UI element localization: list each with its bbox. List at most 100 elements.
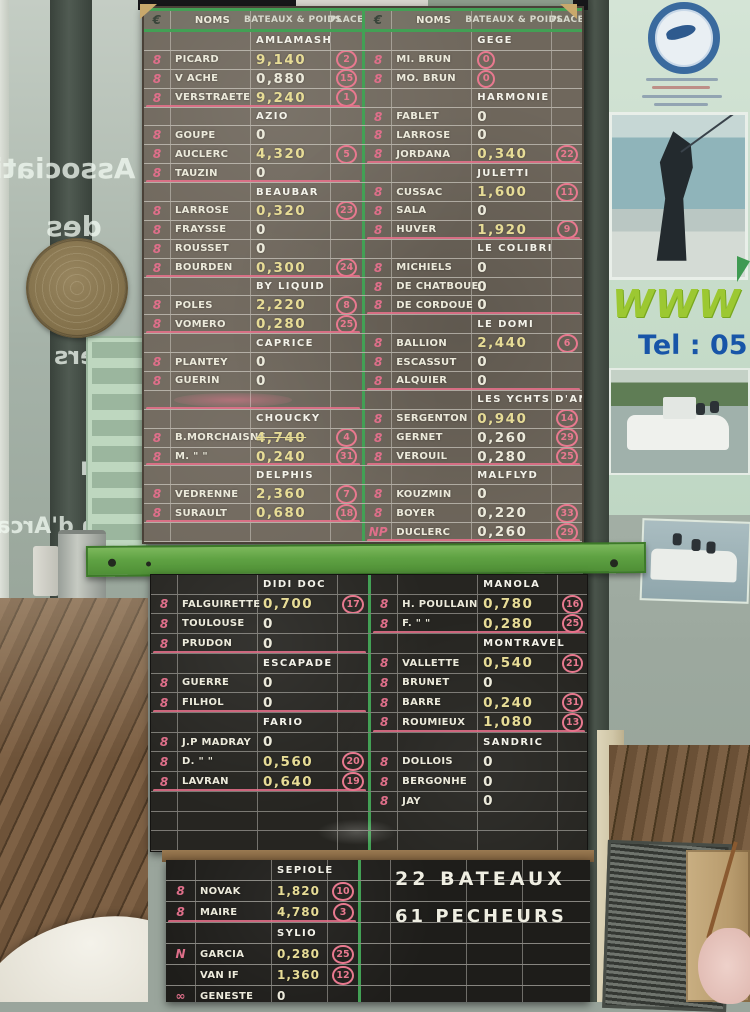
weight-cell: 0 — [251, 239, 331, 258]
place-cell — [331, 372, 362, 390]
place-badge: 29 — [556, 428, 578, 447]
place-cell — [552, 296, 582, 314]
boat-name: HARMONIE — [477, 92, 550, 104]
header-bateaux-poids: BATEAUX & POIDS — [244, 11, 342, 29]
row-marker: 8 — [365, 126, 393, 145]
table-row: 8 LAVRAN 0,640 19 8 BERGONHE 0 — [151, 772, 587, 792]
weight-cell: 0,240 — [251, 447, 331, 466]
weight-cell: 0 — [251, 164, 331, 183]
person-figure — [706, 541, 716, 554]
entry-name: BRUNET — [398, 673, 479, 693]
poster-text-line — [642, 95, 722, 98]
entry-name — [171, 277, 251, 296]
row-marker — [361, 881, 392, 901]
entry-name — [391, 860, 468, 880]
place-badge: 18 — [335, 504, 358, 523]
place-badge: 17 — [342, 594, 364, 614]
weight-cell: 9,240 — [251, 88, 331, 107]
row-right-half: LES YCHTS D'ANGE — [365, 390, 582, 409]
boat-name: CHOUCKY — [256, 413, 321, 425]
place-cell — [552, 202, 582, 220]
weight-cell: 0 — [251, 353, 331, 372]
weight-cell — [258, 831, 338, 851]
row-right-half — [361, 902, 590, 922]
place-badge: 29 — [556, 523, 578, 542]
row-left-half: ∞ GENESTE 0 — [166, 986, 362, 1002]
weight-cell: 0 — [251, 220, 331, 239]
row-marker: 8 — [144, 485, 171, 504]
weight-value: 0 — [263, 635, 274, 652]
weight-cell — [478, 831, 559, 851]
weight-cell: 0 — [472, 126, 553, 145]
row-right-half: 8 VALLETTE 0,540 21 — [371, 653, 587, 673]
row-left-half: 8 BOURDEN 0,300 24 — [144, 258, 366, 277]
weight-value: 0,280 — [483, 615, 534, 632]
weight-cell: 0 — [472, 277, 553, 296]
row-marker — [371, 732, 399, 752]
entry-name — [171, 32, 251, 50]
boat-name: SANDRIC — [483, 736, 544, 748]
weight-cell — [467, 881, 524, 901]
row-marker: 8 — [371, 594, 399, 614]
weight-cell — [251, 390, 331, 409]
row-marker — [144, 523, 171, 542]
row-marker: 8 — [144, 202, 171, 220]
weight-cell: 0 — [478, 752, 559, 772]
row-marker — [144, 409, 171, 428]
row-marker: 8 — [365, 409, 393, 428]
entry-name: BOURDEN — [171, 258, 251, 277]
entry-name: PRUDON — [178, 634, 258, 653]
weight-value: 1,600 — [477, 184, 528, 201]
place-cell — [338, 654, 368, 673]
row-marker: 8 — [151, 614, 178, 634]
weight-cell: 0 — [478, 791, 559, 811]
entry-name: J.P MADRAY — [178, 732, 258, 752]
weight-cell: 0,560 — [258, 752, 338, 772]
row-right-half: NP DUCLERC 0,260 29 — [365, 523, 582, 542]
row-right-half: 8 CUSSAC 1,600 11 — [365, 183, 582, 202]
row-marker: 8 — [151, 752, 178, 772]
table-row: 8 VERSTRAETE 9,240 1 HARMONIE — [144, 88, 582, 108]
weight-cell — [467, 902, 524, 922]
row-right-half — [361, 965, 590, 985]
row-marker: 8 — [151, 594, 178, 614]
row-marker: 8 — [371, 791, 399, 811]
entry-name: GARCIA — [196, 944, 272, 964]
row-marker: 8 — [144, 145, 171, 164]
row-left-half: 8 TAUZIN 0 — [144, 164, 366, 183]
row-marker — [365, 164, 393, 183]
entry-name — [392, 164, 473, 183]
weight-value: 0,540 — [483, 655, 534, 672]
weight-value: 0,700 — [263, 596, 314, 613]
row-marker — [365, 32, 393, 50]
place-cell: 22 — [552, 145, 582, 164]
row-left-half: 8 FALGUIRETTE 0,700 17 — [151, 594, 372, 614]
entry-name: FILHOL — [178, 693, 258, 713]
place-cell: 7 — [331, 485, 362, 504]
row-marker: 8 — [151, 693, 178, 713]
weight-value: 0,300 — [256, 259, 307, 276]
place-badge: 2 — [336, 50, 358, 69]
row-marker: 8 — [144, 88, 171, 107]
weight-value: 0,640 — [263, 773, 314, 790]
row-marker — [151, 653, 178, 673]
place-cell — [552, 70, 582, 88]
entry-name: LAVRAN — [178, 772, 258, 791]
entry-name: DE CORDOUE — [392, 296, 473, 315]
entry-name — [398, 811, 479, 831]
entry-name: MO. BRUN — [392, 69, 473, 88]
weight-cell: 0 — [478, 673, 559, 693]
entry-name — [391, 881, 468, 901]
row-marker: 8 — [371, 653, 399, 673]
table-row — [151, 811, 587, 832]
weight-value: 0 — [483, 773, 495, 790]
row-right-half: 8 ALQUIER 0 — [365, 372, 582, 390]
place-cell — [338, 792, 368, 811]
row-marker — [144, 32, 171, 50]
weight-cell: 0,320 — [251, 202, 331, 220]
table-row: ∞ GENESTE 0 — [166, 986, 590, 1002]
boat-hull — [627, 415, 729, 451]
row-left-half: ESCAPADE — [151, 653, 372, 673]
row-marker — [361, 965, 392, 985]
place-cell: 12 — [328, 965, 358, 985]
